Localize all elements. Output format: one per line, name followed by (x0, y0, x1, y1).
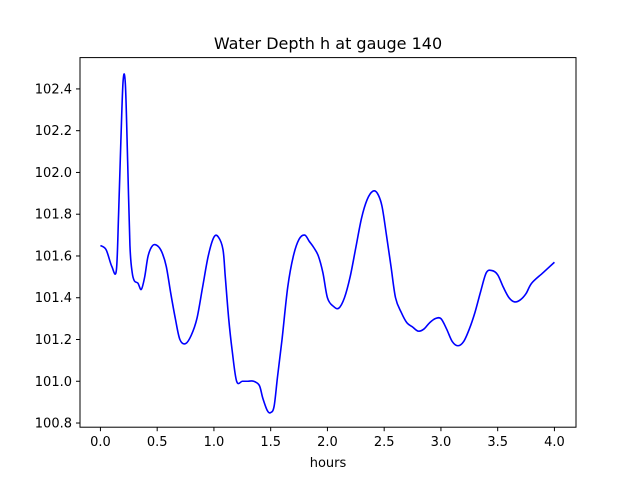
y-tick-label: 102.2 (35, 124, 72, 139)
y-tick-label: 102.0 (35, 166, 72, 181)
y-tick-label: 101.0 (35, 375, 72, 390)
chart-title: Water Depth h at gauge 140 (214, 34, 442, 53)
x-tick-label: 1.5 (260, 435, 281, 450)
series-line (99, 73, 555, 414)
x-tick-label: 2.5 (374, 435, 395, 450)
x-tick-label: 0.5 (147, 435, 168, 450)
series-lines (99, 73, 555, 414)
x-tick-label: 1.0 (204, 435, 225, 450)
y-tick-label: 101.6 (35, 249, 72, 264)
x-axis-label: hours (310, 456, 347, 471)
plot-frame (79, 57, 577, 428)
x-tick-label: 3.0 (431, 435, 452, 450)
y-tick-label: 101.4 (35, 291, 72, 306)
x-tick-label: 3.5 (487, 435, 508, 450)
y-tick-label: 100.8 (35, 417, 72, 432)
x-tick-label: 2.0 (317, 435, 338, 450)
y-tick-label: 101.2 (35, 333, 72, 348)
y-tick-label: 102.4 (35, 82, 72, 97)
x-tick-label: 4.0 (544, 435, 565, 450)
x-tick-label: 0.0 (90, 435, 111, 450)
axis-ticks: 0.0 0.5 1.0 1.5 2.0 2.5 3.0 3.5 4.0 100.8 101.0 101… (35, 82, 565, 450)
y-tick-label: 101.8 (35, 208, 72, 223)
